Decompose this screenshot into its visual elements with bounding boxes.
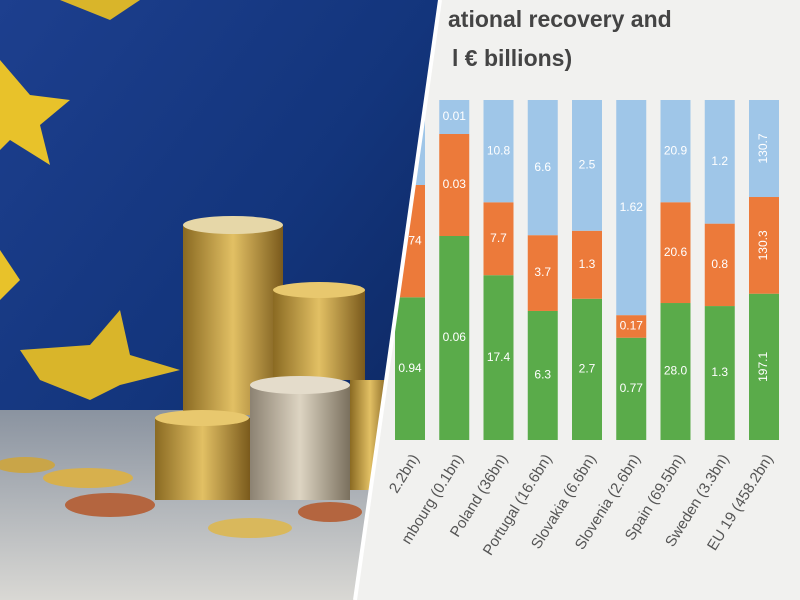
bar-segment [704, 223, 735, 307]
photo [0, 0, 442, 600]
bar-segment [616, 337, 647, 440]
data-label: 197.1 [756, 352, 770, 382]
data-label: 0.03 [443, 177, 467, 191]
bar-segment [749, 100, 779, 198]
bar-segment [704, 100, 735, 224]
data-label: 2.7 [579, 362, 596, 376]
bar-segment [439, 100, 470, 134]
bar-segment [527, 235, 558, 311]
data-label: 10.8 [487, 143, 511, 157]
data-label: 0.01 [443, 109, 467, 123]
data-label: 20.9 [664, 143, 688, 157]
data-label: 1.2 [711, 154, 728, 168]
bar-segment [749, 293, 779, 440]
data-label: 6.6 [534, 160, 551, 174]
bar-segment [616, 100, 647, 316]
data-label: 2.5 [579, 158, 596, 172]
data-label: 0.94 [398, 361, 422, 375]
data-label: 0.06 [443, 330, 467, 344]
bar-segment [395, 297, 425, 440]
bar-segment [572, 100, 602, 231]
data-label: 3.7 [534, 265, 551, 279]
bar-segment [749, 197, 779, 294]
data-label: 0.8 [711, 257, 728, 271]
chart-title: l € billions) [452, 45, 572, 71]
data-label: 0.77 [620, 381, 644, 395]
bar-segment [616, 315, 647, 338]
bar-segment [572, 230, 602, 299]
data-label: 6.3 [534, 368, 551, 382]
bar-segment [660, 202, 691, 304]
data-label: 1.3 [579, 257, 596, 271]
bar-segment [660, 303, 691, 440]
bar-segment [527, 310, 558, 440]
data-label: 7.7 [490, 231, 507, 245]
data-label: 0.17 [620, 319, 644, 333]
data-label: 1.62 [620, 200, 644, 214]
data-label: 28.0 [664, 364, 688, 378]
bar-segment [439, 236, 470, 440]
bar-segment [483, 275, 514, 440]
bar-segment [572, 298, 602, 440]
bar-segment [704, 306, 735, 440]
bar-segment [483, 202, 514, 276]
data-label: 1.3 [711, 365, 728, 379]
bar-segment [439, 134, 470, 236]
data-label: 20.6 [664, 245, 688, 259]
bar-segment [660, 100, 691, 203]
data-label: 17.4 [487, 350, 511, 364]
chart-title: ational recovery and [448, 6, 672, 32]
bar-segment [527, 100, 558, 236]
data-label: 130.7 [756, 133, 770, 163]
data-label: 130.3 [756, 230, 770, 260]
bar-segment [483, 100, 514, 203]
